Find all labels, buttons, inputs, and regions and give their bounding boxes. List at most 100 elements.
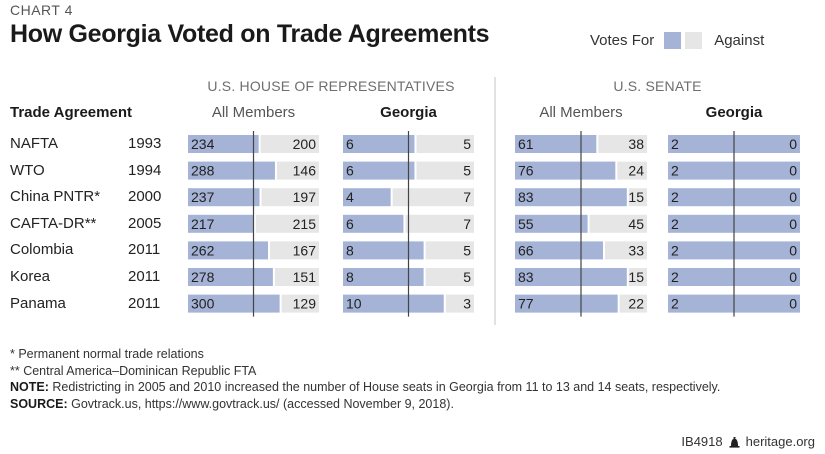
- legend-against-label: Against: [714, 32, 765, 49]
- trade-agreement-header: Trade Agreement: [10, 104, 132, 121]
- house-all-for-value: 234: [191, 136, 215, 152]
- legend: Votes For Against: [590, 32, 764, 49]
- house-all-against-bar: [276, 161, 319, 180]
- house-georgia-against-bar: [405, 214, 474, 233]
- house-all-for-value: 262: [191, 242, 215, 258]
- senate-all-for-bar: [515, 161, 616, 180]
- house-georgia-against-value: 7: [463, 216, 471, 232]
- house-georgia-against-bar: [416, 135, 474, 153]
- house-all-for-value: 237: [191, 189, 215, 205]
- house-all-for-bar: [188, 268, 273, 286]
- legend-for-label: Votes For: [590, 32, 655, 49]
- senate-all-against-bar: [628, 268, 647, 286]
- notes: * Permanent normal trade relations ** Ce…: [10, 346, 720, 412]
- house-all-for-value: 300: [191, 296, 215, 312]
- house-all-against-value: 200: [293, 136, 317, 152]
- house-all-against-value: 151: [293, 269, 317, 285]
- house-all-against-bar: [261, 188, 319, 207]
- senate-georgia-for-value: 2: [671, 242, 679, 258]
- house-all-for-value: 278: [191, 269, 215, 285]
- house-georgia-against-value: 5: [463, 163, 471, 179]
- house-all-against-bar: [270, 241, 319, 260]
- senate-all-against-value: 33: [628, 242, 644, 258]
- house-georgia-against-value: 5: [463, 269, 471, 285]
- senate-all-members-header: All Members: [539, 104, 623, 121]
- agreement-name: Colombia: [10, 241, 74, 259]
- source-line: SOURCE: Govtrack.us, https://www.govtrac…: [10, 396, 720, 413]
- agreement-year: 2011: [128, 294, 161, 312]
- house-georgia-for-value: 6: [346, 136, 354, 152]
- agreement-name: China PNTR*: [10, 188, 101, 206]
- house-georgia-against-value: 3: [463, 296, 471, 312]
- house-georgia-for-value: 8: [346, 242, 354, 258]
- senate-all-against-value: 15: [628, 189, 644, 205]
- senate-georgia-against-value: 0: [789, 296, 797, 312]
- house-all-against-value: 129: [293, 296, 317, 312]
- house-all-members-header: All Members: [211, 104, 296, 121]
- house-georgia-for-bar: [343, 214, 404, 233]
- footer: IB4918 heritage.org: [681, 434, 815, 449]
- senate-all-for-value: 77: [518, 296, 534, 312]
- senate-georgia-against-value: 0: [789, 189, 797, 205]
- liberty-bell-icon: [729, 436, 740, 448]
- agreement-year: 2000: [128, 188, 162, 206]
- house-all-against-bar: [260, 135, 319, 153]
- house-georgia-for-bar: [343, 188, 391, 207]
- section-divider: [494, 77, 496, 325]
- agreement-name: Panama: [10, 294, 66, 312]
- house-all-against-value: 197: [293, 189, 317, 205]
- senate-all-for-bar: [515, 188, 627, 207]
- senate-all-against-bar: [619, 294, 647, 313]
- agreement-year: 2011: [128, 241, 161, 259]
- senate-all-against-bar: [605, 241, 647, 260]
- house-georgia-against-bar: [425, 241, 474, 260]
- house-georgia-against-bar: [416, 161, 474, 180]
- agreement-year: 2005: [128, 214, 162, 232]
- senate-georgia-for-value: 2: [671, 189, 679, 205]
- publication-id: IB4918: [681, 434, 723, 449]
- house-georgia-for-value: 10: [346, 296, 362, 312]
- senate-georgia-against-value: 0: [789, 269, 797, 285]
- senate-all-against-value: 45: [628, 216, 644, 232]
- agreement-name: Korea: [10, 268, 51, 285]
- senate-all-for-bar: [515, 268, 627, 286]
- legend-for-swatch: [664, 32, 682, 49]
- house-georgia-against-value: 7: [463, 189, 471, 205]
- house-georgia-against-bar: [445, 294, 474, 313]
- note-text: Redistricting in 2005 and 2010 increased…: [48, 380, 721, 394]
- agreement-year: 1994: [128, 161, 162, 179]
- senate-all-against-bar: [617, 161, 647, 180]
- house-georgia-for-bar: [343, 161, 415, 180]
- house-georgia-for-value: 4: [346, 189, 354, 205]
- house-all-against-bar: [255, 214, 319, 233]
- senate-georgia-for-value: 2: [671, 136, 679, 152]
- house-georgia-for-value: 6: [346, 216, 354, 232]
- senate-all-against-value: 22: [628, 296, 644, 312]
- house-georgia-for-bar: [343, 268, 424, 286]
- house-all-against-value: 215: [293, 216, 317, 232]
- house-all-for-bar: [188, 188, 260, 207]
- senate-all-for-value: 61: [518, 136, 534, 152]
- house-all-against-bar: [274, 268, 319, 286]
- senate-all-for-value: 76: [518, 163, 534, 179]
- house-all-against-value: 167: [293, 242, 317, 258]
- source-label: SOURCE:: [10, 396, 68, 411]
- house-all-for-bar: [188, 214, 254, 233]
- senate-georgia-for-value: 2: [671, 269, 679, 285]
- house-georgia-for-bar: [343, 241, 424, 260]
- note-line: NOTE: Redistricting in 2005 and 2010 inc…: [10, 379, 720, 396]
- agreement-year: 1993: [128, 135, 162, 152]
- senate-all-for-value: 83: [518, 269, 534, 285]
- senate-georgia-for-value: 2: [671, 296, 679, 312]
- house-georgia-for-value: 6: [346, 163, 354, 179]
- senate-all-against-bar: [628, 188, 647, 207]
- legend-against-swatch: [685, 32, 703, 49]
- source-text: Govtrack.us, https://www.govtrack.us/ (a…: [67, 396, 454, 411]
- agreement-name: CAFTA-DR**: [10, 214, 97, 232]
- house-all-against-bar: [281, 294, 319, 313]
- footnote-pntr: * Permanent normal trade relations: [10, 347, 204, 361]
- site-link[interactable]: heritage.org: [745, 434, 815, 449]
- house-georgia-against-bar: [425, 268, 474, 286]
- chart-title: How Georgia Voted on Trade Agreements: [10, 20, 490, 48]
